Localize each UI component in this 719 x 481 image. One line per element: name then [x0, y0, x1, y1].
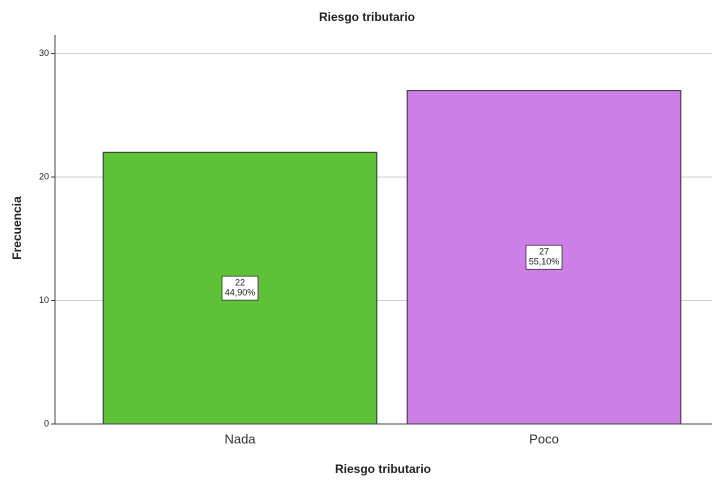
- y-tick-label: 0: [44, 418, 49, 428]
- y-tick-label: 20: [39, 171, 49, 181]
- data-label: 27: [539, 247, 549, 257]
- percent-label: 44,90%: [225, 288, 256, 298]
- y-tick-label: 10: [39, 295, 49, 305]
- data-label: 22: [235, 278, 245, 288]
- chart-title: Riesgo tributario: [319, 10, 415, 24]
- y-tick-label: 30: [39, 48, 49, 58]
- y-axis-label: Frecuencia: [10, 196, 24, 260]
- percent-label: 55,10%: [529, 257, 560, 267]
- x-tick-label: Poco: [529, 431, 559, 446]
- x-axis-label: Riesgo tributario: [335, 462, 431, 476]
- x-tick-label: Nada: [224, 431, 256, 446]
- data-label-box: [525, 244, 563, 270]
- data-label-box: [221, 275, 259, 301]
